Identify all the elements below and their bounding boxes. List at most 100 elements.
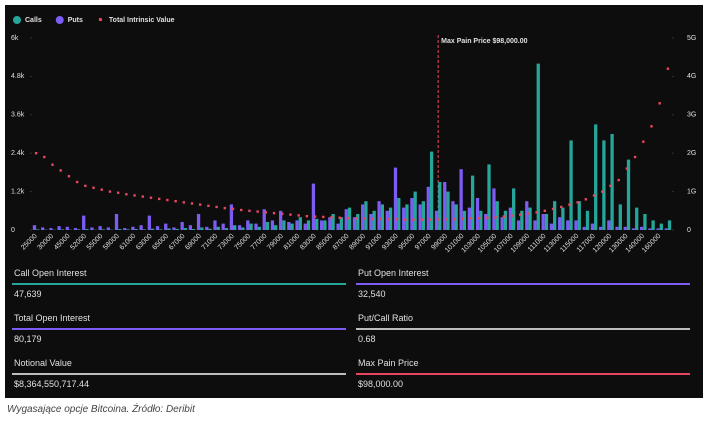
dot [149, 196, 153, 199]
bar [331, 214, 335, 230]
bar [377, 201, 381, 230]
bar [85, 229, 89, 230]
chart: Calls Puts Total Intrinsic Value 0 1.2k 2.4k 3… [11, 16, 696, 254]
stat-value: $98,000.00 [358, 379, 404, 389]
legend-label: Calls [25, 17, 42, 24]
bar [36, 229, 40, 230]
x-tick-label: 93000 [381, 233, 400, 252]
x-tick-label: 52000 [69, 233, 88, 252]
bar [520, 210, 524, 230]
bar [397, 198, 401, 230]
bar [237, 225, 242, 230]
bar [303, 223, 307, 230]
bar [352, 217, 357, 230]
x-tick-label: 61000 [119, 233, 138, 252]
dot [527, 212, 530, 215]
dot [215, 205, 218, 209]
bar [418, 204, 422, 230]
dot [264, 211, 268, 214]
dot [84, 184, 87, 188]
x-tick-label: 75000 [233, 233, 252, 252]
legend-label: Total Intrinsic Value [109, 17, 175, 24]
y-tick-label: 6k [11, 35, 19, 42]
y2-tick-label: 0 [687, 227, 691, 234]
dot [379, 217, 382, 221]
bar [159, 229, 163, 230]
bar [306, 220, 311, 230]
dot [658, 102, 661, 105]
stat-divider [12, 373, 346, 375]
bar [451, 201, 455, 230]
bar [512, 188, 516, 230]
bar [155, 226, 160, 230]
bar [254, 223, 258, 230]
dot [141, 195, 144, 198]
bar [361, 204, 365, 230]
stat-divider [12, 328, 346, 330]
bar [298, 217, 302, 230]
panel: Calls Puts Total Intrinsic Value 0 1.2k 2.4k 3… [5, 5, 703, 398]
bar [208, 228, 212, 230]
bar [295, 220, 299, 230]
x-tick-label: 87000 [332, 233, 351, 252]
bar [65, 226, 69, 230]
bar [582, 226, 586, 230]
bar [610, 134, 614, 230]
dot [207, 204, 210, 208]
y2-tick-label: 2G [687, 150, 696, 157]
dot [75, 180, 79, 184]
bar [49, 228, 53, 230]
bar [320, 220, 324, 230]
dot [133, 194, 136, 197]
stat-label: Notional Value [14, 358, 72, 368]
bar [566, 220, 570, 230]
x-tick-label: 91000 [365, 233, 384, 252]
bar [640, 226, 644, 230]
bar [183, 228, 188, 230]
dot [157, 197, 161, 201]
dot [363, 217, 366, 220]
dot [330, 216, 333, 219]
bar [57, 226, 61, 230]
dot [584, 198, 588, 201]
bar [594, 124, 598, 230]
bar [533, 220, 537, 230]
dot [445, 218, 448, 221]
bar [123, 228, 127, 230]
x-tick-label: 25000 [20, 233, 39, 252]
bar [139, 225, 143, 230]
bar [631, 228, 636, 230]
bar [328, 217, 332, 230]
dot [519, 213, 522, 216]
dot [281, 212, 284, 216]
x-tick-label: 95000 [398, 233, 417, 252]
bar [336, 223, 340, 230]
max-pain-label: Max Pain Price $98,000.00 [441, 38, 527, 45]
dot [535, 211, 538, 214]
stat-label: Put/Call Ratio [358, 313, 414, 323]
bar [405, 204, 409, 230]
bar [344, 209, 348, 230]
x-tick-label: 73000 [217, 233, 236, 252]
bar [651, 220, 655, 230]
stat-value: 32,540 [358, 289, 386, 299]
bar [246, 220, 250, 230]
dot [568, 203, 571, 206]
dot [59, 169, 62, 172]
dot [34, 152, 38, 155]
bar [339, 217, 343, 230]
bar [462, 210, 467, 230]
dot [51, 163, 54, 166]
dot [125, 193, 128, 196]
dot [190, 202, 194, 205]
bar [134, 229, 138, 230]
dot [576, 201, 579, 204]
y2-tick-label: 4G [687, 73, 696, 80]
caption: Wygasające opcje Bitcoina. Źródło: Derib… [7, 404, 195, 415]
bar [265, 222, 270, 230]
dot [420, 218, 423, 221]
dot [371, 217, 374, 221]
dot [592, 194, 596, 197]
bar [446, 191, 450, 230]
